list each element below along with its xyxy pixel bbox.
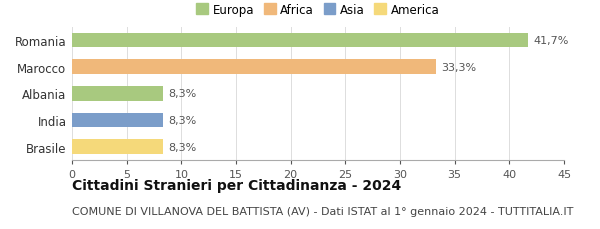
Bar xyxy=(72,60,436,75)
Text: 41,7%: 41,7% xyxy=(533,36,569,46)
Text: 8,3%: 8,3% xyxy=(168,115,196,125)
Bar xyxy=(72,87,163,101)
Text: 8,3%: 8,3% xyxy=(168,89,196,99)
Text: Cittadini Stranieri per Cittadinanza - 2024: Cittadini Stranieri per Cittadinanza - 2… xyxy=(72,179,401,193)
Bar xyxy=(72,140,163,154)
Bar xyxy=(72,113,163,128)
Text: 8,3%: 8,3% xyxy=(168,142,196,152)
Text: COMUNE DI VILLANOVA DEL BATTISTA (AV) - Dati ISTAT al 1° gennaio 2024 - TUTTITAL: COMUNE DI VILLANOVA DEL BATTISTA (AV) - … xyxy=(72,206,574,216)
Text: 33,3%: 33,3% xyxy=(442,62,476,72)
Legend: Europa, Africa, Asia, America: Europa, Africa, Asia, America xyxy=(194,1,442,19)
Bar xyxy=(72,33,528,48)
